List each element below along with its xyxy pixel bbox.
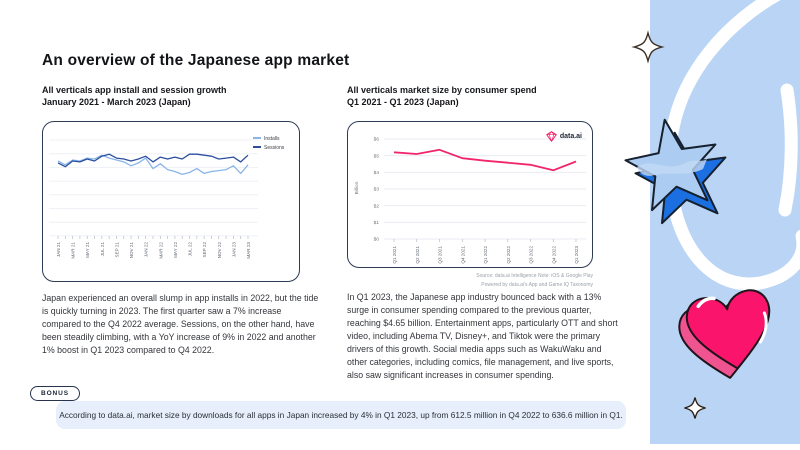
svg-text:MAR 23: MAR 23 xyxy=(246,242,251,259)
svg-text:$5: $5 xyxy=(374,153,380,159)
consumer-spend-chart: $6 $5 $4 $3 $2 $1 $0 Billion Q1 2021 Q2 2021 Q3 20… xyxy=(354,137,586,264)
svg-text:Q2 2021: Q2 2021 xyxy=(415,246,420,264)
pink-3d-heart-illustration xyxy=(678,289,771,379)
svg-text:MAY 22: MAY 22 xyxy=(173,242,178,258)
svg-text:Q1 2022: Q1 2022 xyxy=(483,246,488,264)
svg-text:Sessions: Sessions xyxy=(264,145,285,151)
left-chart-subtitle-line1: All verticals app install and session gr… xyxy=(42,85,227,95)
dataai-logo: data.ai xyxy=(546,131,582,142)
left-chart-subtitle-line2: January 2021 - March 2023 (Japan) xyxy=(42,97,191,107)
svg-text:Q1 2023: Q1 2023 xyxy=(574,246,579,264)
svg-text:NOV 21: NOV 21 xyxy=(129,242,134,259)
right-chart-subtitle: All verticals market size by consumer sp… xyxy=(347,84,537,108)
consumer-spend-chart-card: $6 $5 $4 $3 $2 $1 $0 Billion Q1 2021 Q2 2021 Q3 20… xyxy=(347,121,593,268)
dataai-logo-text: data.ai xyxy=(559,133,582,140)
svg-text:Installs: Installs xyxy=(264,136,280,142)
bonus-text: According to data.ai, market size by dow… xyxy=(59,410,623,420)
sparkle-icon xyxy=(684,397,706,419)
source-line2: Powered by data.ai's App and Game IQ Tax… xyxy=(481,281,593,288)
svg-text:$6: $6 xyxy=(374,137,380,143)
installs-sessions-chart-card: JAN 21 MAR 21 MAY 21 JUL 21 SEP 21 NOV 21 JAN … xyxy=(42,121,300,282)
chart-source-note: Source: data.ai Intelligence Note: iOS &… xyxy=(347,272,593,289)
right-chart-subtitle-line2: Q1 2021 - Q1 2023 (Japan) xyxy=(347,97,459,107)
white-swirl-line xyxy=(663,0,800,291)
page-title: An overview of the Japanese app market xyxy=(42,52,350,69)
svg-text:MAR 22: MAR 22 xyxy=(158,242,163,259)
sparkle-icon xyxy=(631,30,665,64)
svg-text:MAY 21: MAY 21 xyxy=(85,242,90,258)
left-chart-subtitle: All verticals app install and session gr… xyxy=(42,84,227,108)
svg-text:SEP 21: SEP 21 xyxy=(114,242,119,258)
svg-text:Q1 2021: Q1 2021 xyxy=(392,246,397,264)
svg-text:JAN 23: JAN 23 xyxy=(231,242,236,258)
svg-text:JUL 21: JUL 21 xyxy=(100,242,105,257)
svg-text:$0: $0 xyxy=(374,237,380,243)
svg-text:Q4 2022: Q4 2022 xyxy=(551,246,556,264)
installs-sessions-chart: JAN 21 MAR 21 MAY 21 JUL 21 SEP 21 NOV 21 JAN … xyxy=(49,136,285,259)
svg-text:$1: $1 xyxy=(374,220,380,226)
svg-text:JAN 22: JAN 22 xyxy=(144,242,149,258)
svg-text:Q3 2022: Q3 2022 xyxy=(529,246,534,264)
right-paragraph: In Q1 2023, the Japanese app industry bo… xyxy=(347,292,618,380)
svg-text:SEP 22: SEP 22 xyxy=(202,242,207,258)
svg-text:Q3 2021: Q3 2021 xyxy=(438,246,443,264)
svg-text:Billion: Billion xyxy=(354,181,360,194)
svg-text:$3: $3 xyxy=(374,187,380,193)
svg-text:$2: $2 xyxy=(374,203,380,209)
svg-text:NOV 22: NOV 22 xyxy=(217,242,222,259)
right-chart-subtitle-line1: All verticals market size by consumer sp… xyxy=(347,85,537,95)
svg-text:$4: $4 xyxy=(374,170,380,176)
left-paragraph: Japan experienced an overall slump in ap… xyxy=(42,293,319,355)
svg-text:Q4 2021: Q4 2021 xyxy=(460,246,465,264)
blue-3d-star-illustration xyxy=(624,118,727,225)
bonus-callout: According to data.ai, market size by dow… xyxy=(56,401,626,429)
svg-text:JUL 22: JUL 22 xyxy=(188,242,193,257)
svg-text:Q2 2022: Q2 2022 xyxy=(506,246,511,264)
bonus-badge: BONUS xyxy=(30,386,80,401)
svg-text:JAN 21: JAN 21 xyxy=(56,242,61,258)
source-line1: Source: data.ai Intelligence Note: iOS &… xyxy=(476,273,593,279)
dataai-gem-icon xyxy=(546,131,557,142)
svg-text:MAR 21: MAR 21 xyxy=(71,242,76,259)
